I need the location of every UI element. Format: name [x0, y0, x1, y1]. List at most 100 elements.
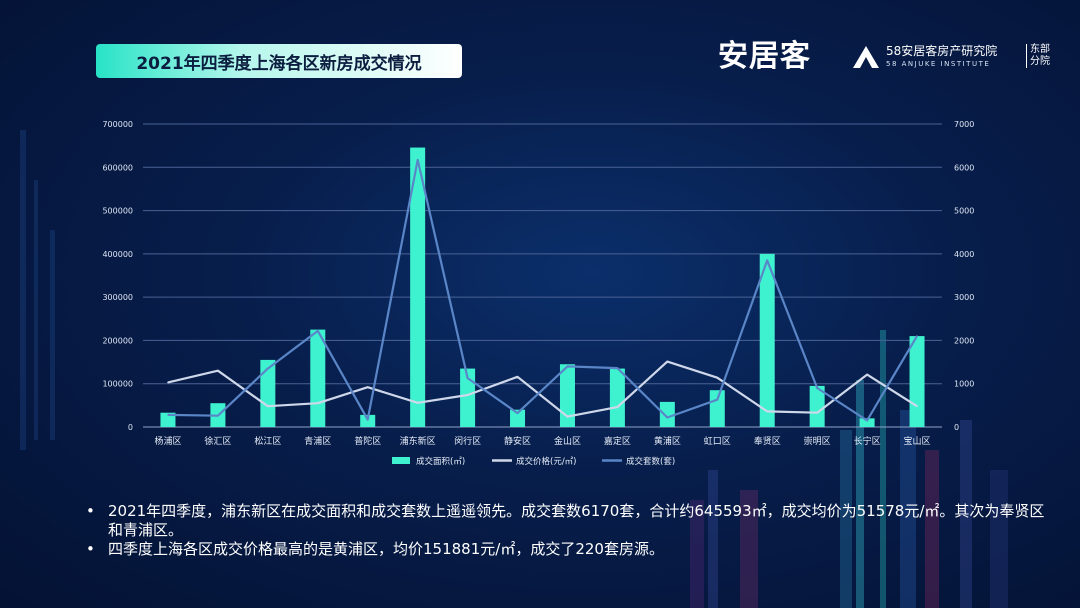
area-bars [160, 147, 925, 427]
area-bar [909, 336, 925, 427]
line-point [816, 411, 818, 414]
left-axis-tick-label: 300000 [102, 293, 133, 302]
area-bar [410, 147, 426, 427]
price-line [167, 360, 918, 418]
category-label: 杨浦区 [154, 435, 181, 447]
right-axis-tick-label: 2000 [954, 336, 974, 345]
right-axis-tick-label: 3000 [954, 293, 974, 302]
category-label: 嘉定区 [604, 435, 631, 447]
legend-swatch [392, 457, 410, 464]
area-bar [360, 414, 376, 427]
line-point [316, 402, 319, 404]
brand-name: 安居客 [718, 39, 811, 74]
line-point [167, 414, 169, 416]
line-point [267, 405, 269, 408]
line-point [516, 375, 519, 378]
category-label: 虹口区 [704, 436, 731, 447]
area-bar [160, 412, 176, 427]
line-point [466, 377, 469, 379]
line-point [666, 360, 669, 363]
line-point [616, 367, 619, 369]
category-label: 黄浦区 [654, 435, 681, 447]
category-label: 松江区 [254, 435, 281, 447]
category-label: 奉贤区 [754, 435, 781, 447]
line-point [766, 259, 769, 262]
line-point [566, 365, 569, 368]
right-axis-tick-label: 0 [954, 423, 959, 432]
line-point [416, 401, 419, 404]
area-bar [510, 409, 526, 427]
left-axis-ticks: 0 100000 200000 300000 400000 500000 600000 700… [102, 120, 133, 432]
area-bar [310, 329, 326, 427]
area-bar [559, 364, 575, 427]
left-axis-tick-label: 700000 [102, 120, 133, 129]
line-point [866, 373, 868, 376]
area-bar [709, 390, 725, 427]
area-bar [759, 253, 775, 427]
category-label: 普陀区 [354, 435, 381, 447]
category-labels: 杨浦区 徐汇区 松江区 青浦区 普陀区 浦东新区 闵行区 静安区 金山区 嘉定区 黄浦区 虹口区 奉贤区… [154, 435, 930, 447]
line-point [366, 418, 369, 421]
category-label: 崇明区 [804, 436, 831, 447]
right-axis-tick-label: 1000 [954, 380, 974, 389]
right-axis-tick-label: 6000 [954, 163, 974, 172]
category-label: 徐汇区 [204, 435, 231, 447]
area-bar [859, 418, 875, 427]
line-point [267, 367, 269, 370]
category-label: 闵行区 [454, 435, 481, 447]
chart-legend: 成交面积(㎡) 成交价格(元/㎡) 成交套数(套) [392, 456, 675, 467]
line-point [816, 387, 818, 389]
category-label: 长宁区 [854, 435, 881, 447]
line-point [167, 381, 169, 384]
line-point [516, 412, 519, 414]
category-label: 金山区 [554, 435, 581, 447]
line-point [716, 398, 719, 401]
right-axis-tick-label: 7000 [954, 120, 974, 129]
summary-bullet-text: 四季度上海各区成交价格最高的是黄浦区，均价151881元/㎡，成交了220套房源… [108, 540, 664, 558]
line-point [716, 376, 719, 379]
chart-gridlines [143, 123, 942, 428]
area-bar [609, 368, 625, 427]
line-point [416, 159, 419, 161]
page-title: 2021年四季度上海各区新房成交情况 [96, 44, 462, 78]
summary-bullet: • 四季度上海各区成交价格最高的是黄浦区，均价151881元/㎡，成交了220套… [86, 540, 1046, 559]
left-axis-tick-label: 600000 [102, 163, 133, 172]
series-lines [167, 158, 918, 422]
summary-bullet-text: 2021年四季度，浦东新区在成交面积和成交套数上遥遥领先。成交套数6170套，合… [108, 502, 1045, 539]
left-axis-tick-label: 200000 [102, 336, 133, 345]
legend-label: 成交面积(㎡) [416, 456, 465, 467]
left-axis-tick-label: 400000 [102, 250, 133, 259]
category-label: 宝山区 [904, 435, 931, 447]
left-axis-tick-label: 500000 [102, 207, 133, 216]
line-point [466, 394, 469, 396]
line-point [366, 386, 369, 388]
legend-label: 成交价格(元/㎡) [516, 456, 577, 467]
anjuke-house-logo-icon [853, 46, 879, 68]
line-point [916, 405, 918, 408]
bullet-dot: • [86, 540, 95, 558]
bullet-dot: • [86, 502, 95, 520]
line-point [866, 419, 868, 422]
right-axis-tick-label: 5000 [954, 207, 974, 216]
right-axis-ticks: 0 1000 2000 3000 4000 5000 6000 7000 [954, 120, 974, 432]
category-label: 浦东新区 [400, 435, 436, 447]
summary-bullets: • 2021年四季度，浦东新区在成交面积和成交套数上遥遥领先。成交套数6170套… [86, 502, 1046, 559]
line-point [217, 369, 219, 372]
line-point [666, 416, 669, 419]
summary-bullet: • 2021年四季度，浦东新区在成交面积和成交套数上遥遥领先。成交套数6170套… [86, 502, 1046, 540]
category-label: 青浦区 [304, 435, 331, 447]
institute-branch: 东部分院 [1026, 44, 1050, 68]
left-axis-tick-label: 0 [128, 423, 133, 432]
units-line [167, 158, 918, 422]
line-point [217, 414, 219, 417]
area-bar [809, 385, 825, 427]
legend-label: 成交套数(套) [626, 456, 675, 467]
category-label: 静安区 [504, 435, 531, 447]
institute-name-en: 58 ANJUKE INSTITUTE [886, 60, 991, 68]
line-point [766, 410, 769, 413]
line-point [316, 330, 319, 332]
line-point [616, 406, 619, 408]
area-bar [260, 359, 276, 427]
institute-name: 58安居客房产研究院 [886, 44, 998, 58]
